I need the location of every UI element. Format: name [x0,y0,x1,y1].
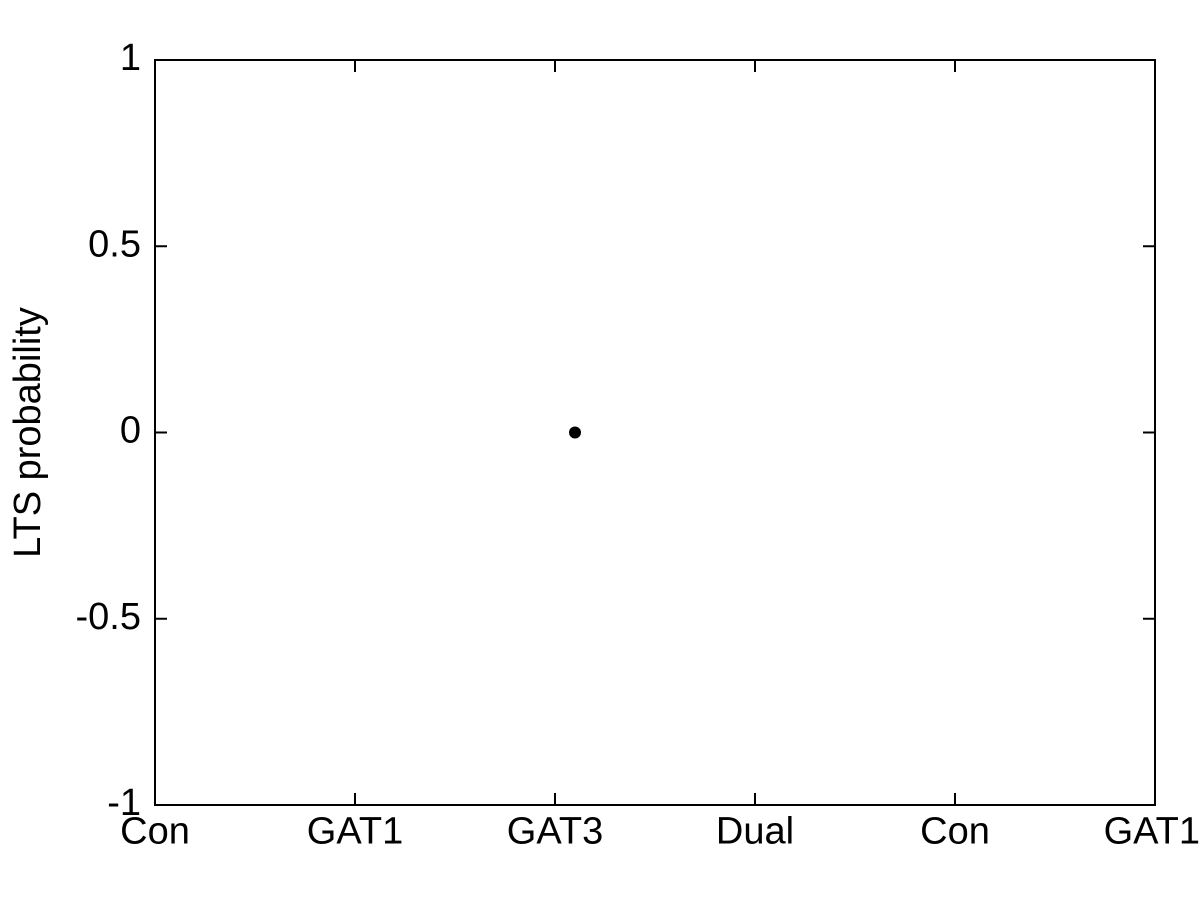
y-tick-label: 0.5 [88,223,141,265]
y-tick-label: -0.5 [76,596,141,638]
x-tick-label: Con [920,810,990,852]
y-axis-label: LTS probability [7,307,49,558]
y-tick-label: 0 [120,410,141,452]
x-tick-label: Dual [716,810,794,852]
x-tick-label: GAT1 [1104,810,1200,852]
chart-container: -1-0.500.51ConGAT1GAT3DualConGAT1LTS pro… [0,0,1200,900]
x-tick-label: GAT3 [507,810,603,852]
x-tick-label: Con [120,810,190,852]
y-tick-label: 1 [120,37,141,79]
lts-probability-chart: -1-0.500.51ConGAT1GAT3DualConGAT1LTS pro… [0,0,1200,900]
chart-background [0,0,1200,900]
x-tick-label: GAT1 [307,810,403,852]
data-point [569,427,581,439]
